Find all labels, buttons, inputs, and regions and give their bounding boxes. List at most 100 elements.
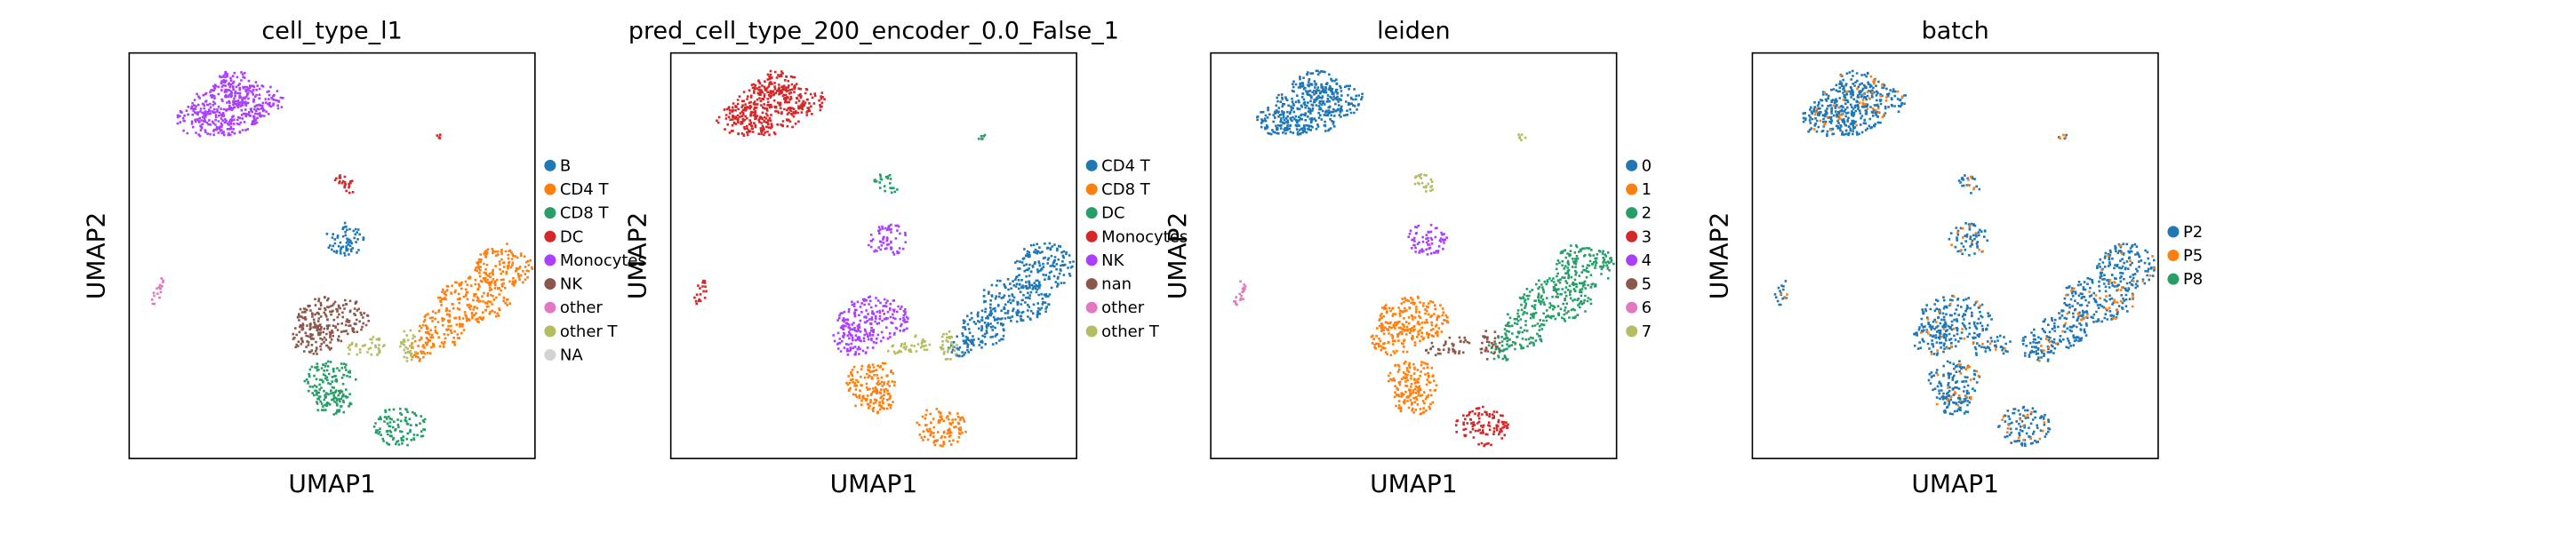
scatter-cluster-points: [1487, 244, 1615, 362]
legend-label: nan: [1101, 275, 1132, 294]
umap-panel-4: batch UMAP1 UMAP2 P2 P5 P8: [1704, 18, 2203, 499]
legend-label: other: [1101, 298, 1145, 317]
scatter-cluster-points: [1407, 224, 1448, 256]
legend-label: P2: [2183, 223, 2203, 242]
legend-label: Monocytes: [1101, 227, 1188, 246]
scatter-cluster-points: [325, 221, 365, 257]
scatter-cluster-points: [1413, 133, 1527, 193]
legend-label: NK: [1101, 251, 1124, 270]
scatter-cluster-points: [176, 70, 284, 138]
legend-marker: [1085, 278, 1098, 290]
scatter-cluster-points: [1425, 330, 1501, 361]
legend-marker: [1085, 207, 1098, 219]
legend: 0 1 2 3 4 5 6 7: [1626, 156, 1652, 341]
scatter-cluster-points: [1256, 69, 1364, 136]
umap-panel-1: cell_type_l1 UMAP1 UMAP2 B CD4 T CD8 T DC Monoc…: [81, 18, 646, 499]
legend: P2 P5 P8: [2167, 223, 2203, 289]
umap-panel-3: leiden UMAP1 UMAP2 0 1 2 3 4 5 6 7: [1163, 18, 1652, 499]
legend-marker: [1626, 325, 1638, 338]
legend-label: CD4 T: [560, 180, 610, 199]
y-axis-label: UMAP2: [1163, 212, 1192, 300]
legend-label: Monocytes: [560, 251, 646, 270]
legend-label: NK: [560, 275, 583, 294]
scatter-points: [1773, 69, 2156, 447]
legend-marker: [544, 159, 556, 171]
legend-label: other: [560, 298, 604, 317]
legend-label: 3: [1642, 227, 1652, 246]
legend-label: 7: [1642, 322, 1652, 341]
legend: B CD4 T CD8 T DC Monocytes NK other other T NA: [544, 156, 646, 365]
scatter-cluster-points: [333, 133, 442, 195]
legend-marker: [2167, 250, 2180, 262]
scatter-cluster-points: [832, 223, 909, 356]
legend-marker: [1085, 159, 1098, 171]
legend-marker: [2167, 226, 2180, 238]
x-axis-label: UMAP1: [1911, 469, 1999, 498]
legend-marker: [1085, 301, 1098, 314]
plot-frame: [1210, 52, 1618, 459]
scatter-cluster-points: [873, 133, 987, 195]
legend-label: 2: [1642, 204, 1652, 223]
legend-marker: [544, 325, 556, 338]
legend-label: 5: [1642, 275, 1652, 294]
scatter-points: [1233, 69, 1615, 448]
legend-marker: [544, 278, 556, 290]
scatter-cluster-points: [1370, 295, 1450, 416]
legend-label: NA: [560, 346, 583, 365]
plot-frame: [128, 52, 536, 459]
legend-marker: [1085, 325, 1098, 338]
scatter-cluster-points: [292, 296, 370, 355]
scatter-cluster-points: [845, 362, 967, 448]
legend-marker: [544, 207, 556, 219]
legend-marker: [544, 230, 556, 243]
legend-label: 4: [1642, 251, 1652, 270]
scatter-cluster-points: [1454, 405, 1509, 448]
scatter-cluster-points: [347, 329, 417, 362]
scatter-cluster-points: [303, 360, 427, 447]
y-axis-label: UMAP2: [81, 212, 110, 300]
scatter-cluster-points: [410, 243, 534, 362]
legend-label: CD8 T: [560, 204, 610, 223]
x-axis-label: UMAP1: [830, 469, 918, 498]
x-axis-label: UMAP1: [1370, 469, 1458, 498]
scatter-cluster-points: [693, 69, 826, 306]
legend-marker: [544, 349, 556, 362]
scatter-cluster-points: [1233, 280, 1247, 306]
legend-label: CD8 T: [1101, 180, 1151, 199]
legend-marker: [1085, 183, 1098, 195]
legend-label: 0: [1642, 156, 1652, 175]
legend-label: P8: [2183, 270, 2203, 289]
legend-label: other T: [1101, 322, 1160, 341]
legend-label: B: [560, 156, 571, 175]
legend-label: DC: [1101, 204, 1124, 223]
chart-title: cell_type_l1: [261, 18, 402, 45]
plot-frame: [669, 52, 1077, 459]
y-axis-label: UMAP2: [623, 212, 652, 300]
scatter-cluster-points: [1773, 69, 2156, 447]
legend-marker: [1085, 254, 1098, 266]
legend-marker: [2167, 273, 2180, 285]
legend-marker: [1626, 230, 1638, 243]
legend-marker: [544, 183, 556, 195]
legend-label: CD4 T: [1101, 156, 1151, 175]
y-axis-label: UMAP2: [1704, 212, 1733, 300]
chart-title: batch: [1922, 18, 1989, 45]
scatter-points: [693, 69, 1075, 448]
legend-marker: [1626, 301, 1638, 314]
legend-marker: [1626, 159, 1638, 171]
chart-title: leiden: [1377, 18, 1450, 45]
scatter-points: [150, 70, 534, 447]
scatter-cluster-points: [1780, 74, 2156, 442]
plot-frame: [1751, 52, 2159, 459]
legend-marker: [1626, 254, 1638, 266]
legend-marker: [544, 301, 556, 314]
legend-marker: [1085, 230, 1098, 243]
scatter-cluster-points: [948, 242, 1075, 358]
legend-marker: [1626, 207, 1638, 219]
legend-marker: [1626, 278, 1638, 290]
umap-panel-2: pred_cell_type_200_encoder_0.0_False_1 UM…: [623, 18, 1188, 499]
legend-label: other T: [560, 322, 619, 341]
legend-label: 1: [1642, 180, 1652, 199]
legend: CD4 T CD8 T DC Monocytes NK nan other other T: [1085, 156, 1188, 341]
